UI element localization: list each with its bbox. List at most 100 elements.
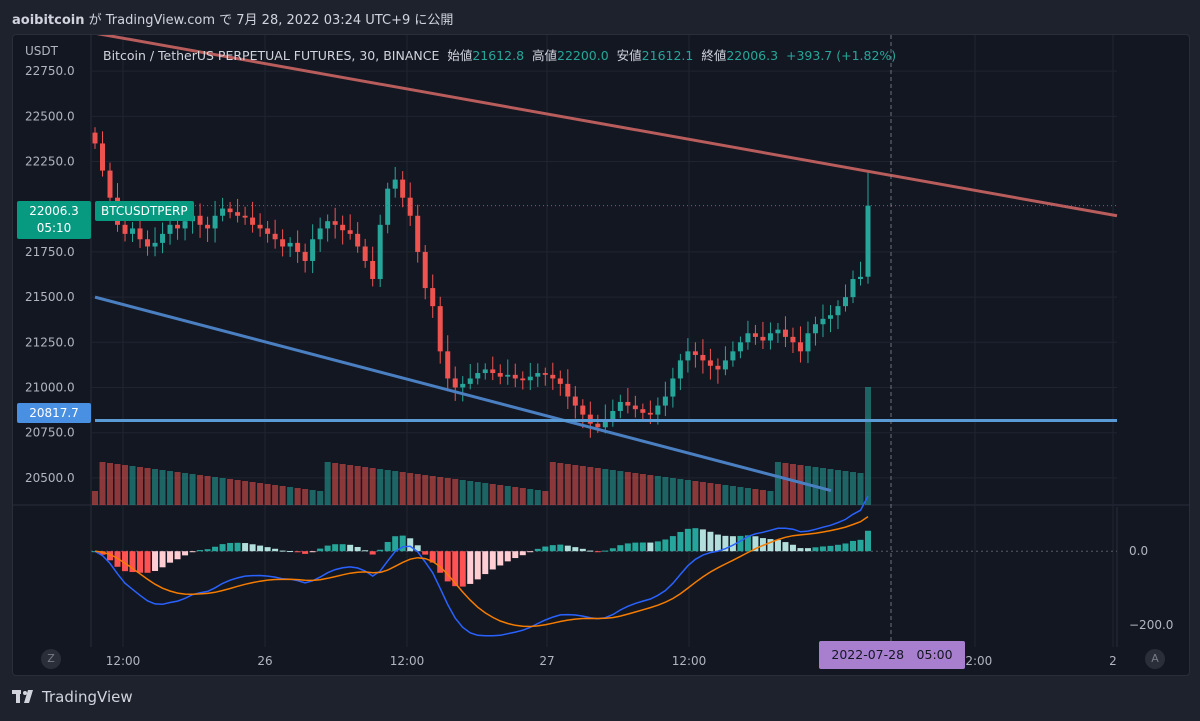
- macd-histogram-bar: [452, 551, 459, 587]
- volume-bar: [167, 471, 174, 505]
- volume-bar: [542, 491, 549, 505]
- candle-body: [407, 197, 413, 216]
- volume-bar: [534, 490, 541, 505]
- volume-bar: [692, 481, 699, 505]
- macd-histogram-bar: [152, 551, 159, 571]
- macd-histogram-bar: [767, 539, 774, 552]
- volume-bar: [347, 465, 354, 505]
- volume-bar: [707, 483, 714, 505]
- macd-histogram-bar: [534, 548, 541, 552]
- legend-high: 22200.0: [557, 48, 609, 63]
- volume-bar: [617, 471, 624, 505]
- macd-histogram-bar: [842, 543, 849, 552]
- zoom-toggle-button[interactable]: Z: [41, 649, 61, 669]
- macd-line: [94, 495, 869, 637]
- volume-bar: [797, 465, 804, 505]
- volume-bar: [699, 482, 706, 505]
- volume-bar: [504, 486, 511, 505]
- price-tick-label: 21500.0: [25, 290, 75, 304]
- publish-text: が TradingView.com で 7月 28, 2022 03:24 UT…: [88, 13, 454, 28]
- legend-low-label: 安値: [616, 48, 642, 63]
- chart-canvas[interactable]: 22750.0 22500.0 22250.0 21750.0 21500.0 21250…: [13, 35, 1189, 675]
- candle-body: [527, 376, 533, 381]
- legend-low: 21612.1: [641, 48, 694, 63]
- volume-bar: [174, 472, 181, 505]
- volume-bar: [557, 463, 564, 505]
- volume-bar: [339, 464, 346, 505]
- auto-scale-button[interactable]: A: [1145, 649, 1165, 669]
- volume-bar: [744, 488, 751, 505]
- candle-body: [647, 412, 653, 415]
- time-tick-label: 2: [1109, 654, 1117, 668]
- macd-histogram-bar: [294, 551, 301, 553]
- candle-body: [280, 239, 286, 247]
- macd-histogram-bar: [482, 551, 489, 575]
- price-tick-label: 21250.0: [25, 335, 75, 349]
- macd-histogram-bar: [669, 536, 676, 552]
- macd-histogram-bar: [182, 551, 189, 556]
- macd-histogram-bar: [107, 551, 114, 561]
- macd-histogram-bar: [849, 540, 856, 552]
- macd-histogram-bar: [504, 551, 511, 562]
- author-name[interactable]: aoibitcoin: [12, 13, 85, 28]
- candle-body: [670, 378, 676, 397]
- volume-bar: [392, 471, 399, 505]
- candle-body: [505, 374, 511, 377]
- candle-body: [295, 242, 301, 252]
- volume-bar: [227, 479, 234, 505]
- candle-body: [205, 224, 211, 229]
- legend-close-label: 終値: [701, 48, 727, 63]
- macd-histogram-bar: [684, 528, 691, 552]
- macd-histogram-bar: [797, 548, 804, 552]
- candle-body: [820, 318, 826, 325]
- macd-histogram-bar: [647, 542, 654, 552]
- price-tick-label: 21000.0: [25, 381, 75, 395]
- candle-body: [160, 233, 166, 243]
- candle-body: [677, 360, 683, 379]
- volume-bar: [684, 480, 691, 505]
- macd-histogram-bar: [812, 547, 819, 552]
- macd-histogram-bar: [587, 550, 594, 552]
- macd-histogram-bar: [339, 544, 346, 552]
- volume-bar: [332, 463, 339, 505]
- volume-bar: [309, 490, 316, 505]
- macd-histogram-bar: [602, 550, 609, 552]
- volume-bar: [452, 479, 459, 505]
- candle-body: [242, 215, 248, 218]
- candle-body: [152, 242, 158, 247]
- candle-body: [685, 351, 691, 361]
- candle-body: [715, 365, 721, 370]
- candle-body: [812, 324, 818, 334]
- candle-body: [250, 217, 256, 225]
- volume-bar: [774, 462, 781, 505]
- macd-histogram-bar: [444, 551, 451, 582]
- volume-bar: [99, 462, 106, 505]
- volume-bar: [399, 472, 406, 505]
- volume-bar: [737, 487, 744, 505]
- candle-body: [475, 373, 481, 379]
- volume-bar: [144, 468, 151, 505]
- candle-body: [842, 297, 848, 307]
- volume-bar: [114, 464, 121, 505]
- macd-histogram-bar: [737, 535, 744, 552]
- macd-histogram-bar: [827, 545, 834, 552]
- volume-bar: [249, 482, 256, 505]
- macd-histogram-bar: [324, 545, 331, 552]
- legend-open: 21612.8: [472, 48, 525, 63]
- candle-body: [865, 205, 871, 277]
- macd-histogram-bar: [804, 548, 811, 552]
- volume-bar: [212, 477, 219, 505]
- chart-frame[interactable]: 22750.0 22500.0 22250.0 21750.0 21500.0 21250…: [12, 34, 1190, 676]
- volume-bar: [669, 478, 676, 505]
- volume-bar: [767, 491, 774, 505]
- publish-info: aoibitcoin が TradingView.com で 7月 28, 20…: [12, 9, 453, 28]
- footer-brand[interactable]: TradingView: [12, 688, 133, 706]
- support-trendline: [94, 295, 832, 492]
- macd-histogram-bar: [347, 544, 354, 552]
- volume-bar: [197, 475, 204, 505]
- volume-bar: [429, 476, 436, 505]
- candle-body: [767, 333, 773, 341]
- volume-bar: [414, 474, 421, 505]
- price-tick-label: 22250.0: [25, 155, 75, 169]
- macd-histogram-bar: [234, 542, 241, 552]
